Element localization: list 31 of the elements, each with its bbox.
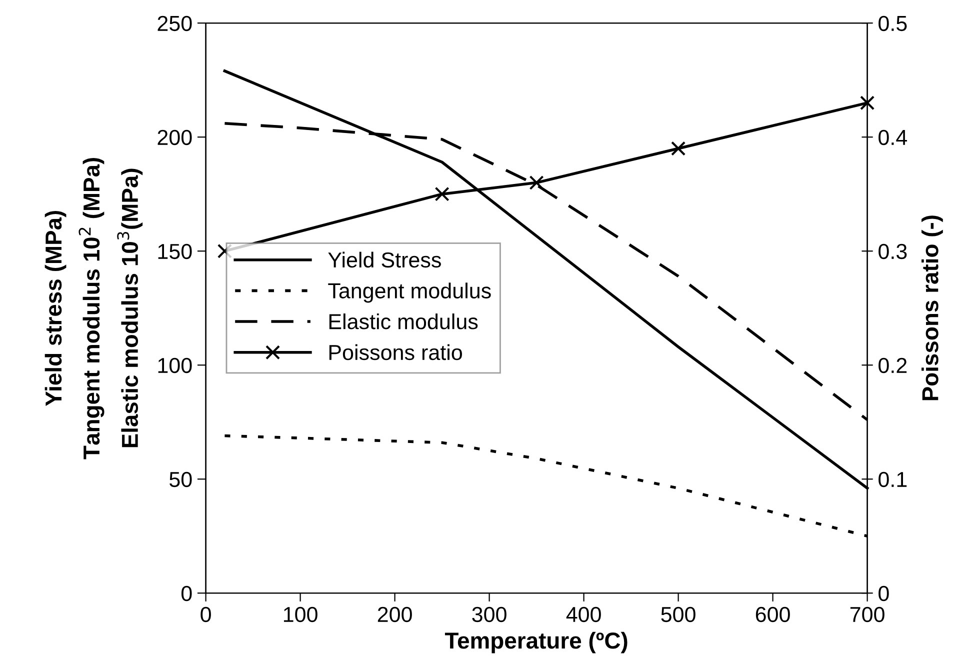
text: Yield stress (MPa) Tangent modulus 10$^{2}$ (MPa) Elastic modulus 10$^{3}$(MPa) [44,158,143,460]
legend-label: Tangent modulus [328,282,491,303]
y2-tick-label: 0.2 [878,358,907,374]
x-tick-label: 400 [566,606,601,622]
y2-tick-label: 0.4 [878,130,908,146]
y-tick-label: 100 [158,358,192,374]
legend-label: Yield Stress [328,252,441,268]
y2-axis-title: Poissons ratio (-) [922,216,943,400]
y-tick-label: 50 [170,472,192,488]
x-tick-label: 700 [850,606,884,622]
point [671,141,686,156]
legend-label: Elastic modulus [329,313,478,330]
y2-tick-label: 0.3 [878,244,907,260]
x-tick-label: 200 [378,606,412,622]
x-tick-label: 0 [200,606,211,622]
y-tick-label: 150 [158,244,192,260]
x-tick-label: 100 [284,606,318,622]
y-tick-label: 0 [181,586,192,602]
legend-label: Poissons ratio [329,344,462,360]
y2-tick-label: 0.5 [878,16,907,32]
x-tick-label: 300 [472,606,506,622]
y2-tick-label: 0.1 [878,472,907,488]
point [860,96,875,110]
y2-tick-label: 0 [878,586,889,602]
y-tick-label: 200 [158,130,192,146]
x-axis-title: Temperature (ºC) [444,632,628,654]
x-tick-label: 500 [661,606,696,622]
point [434,186,450,202]
point [529,175,544,190]
x-tick-label: 600 [756,606,790,622]
y-tick-label: 250 [158,16,192,32]
